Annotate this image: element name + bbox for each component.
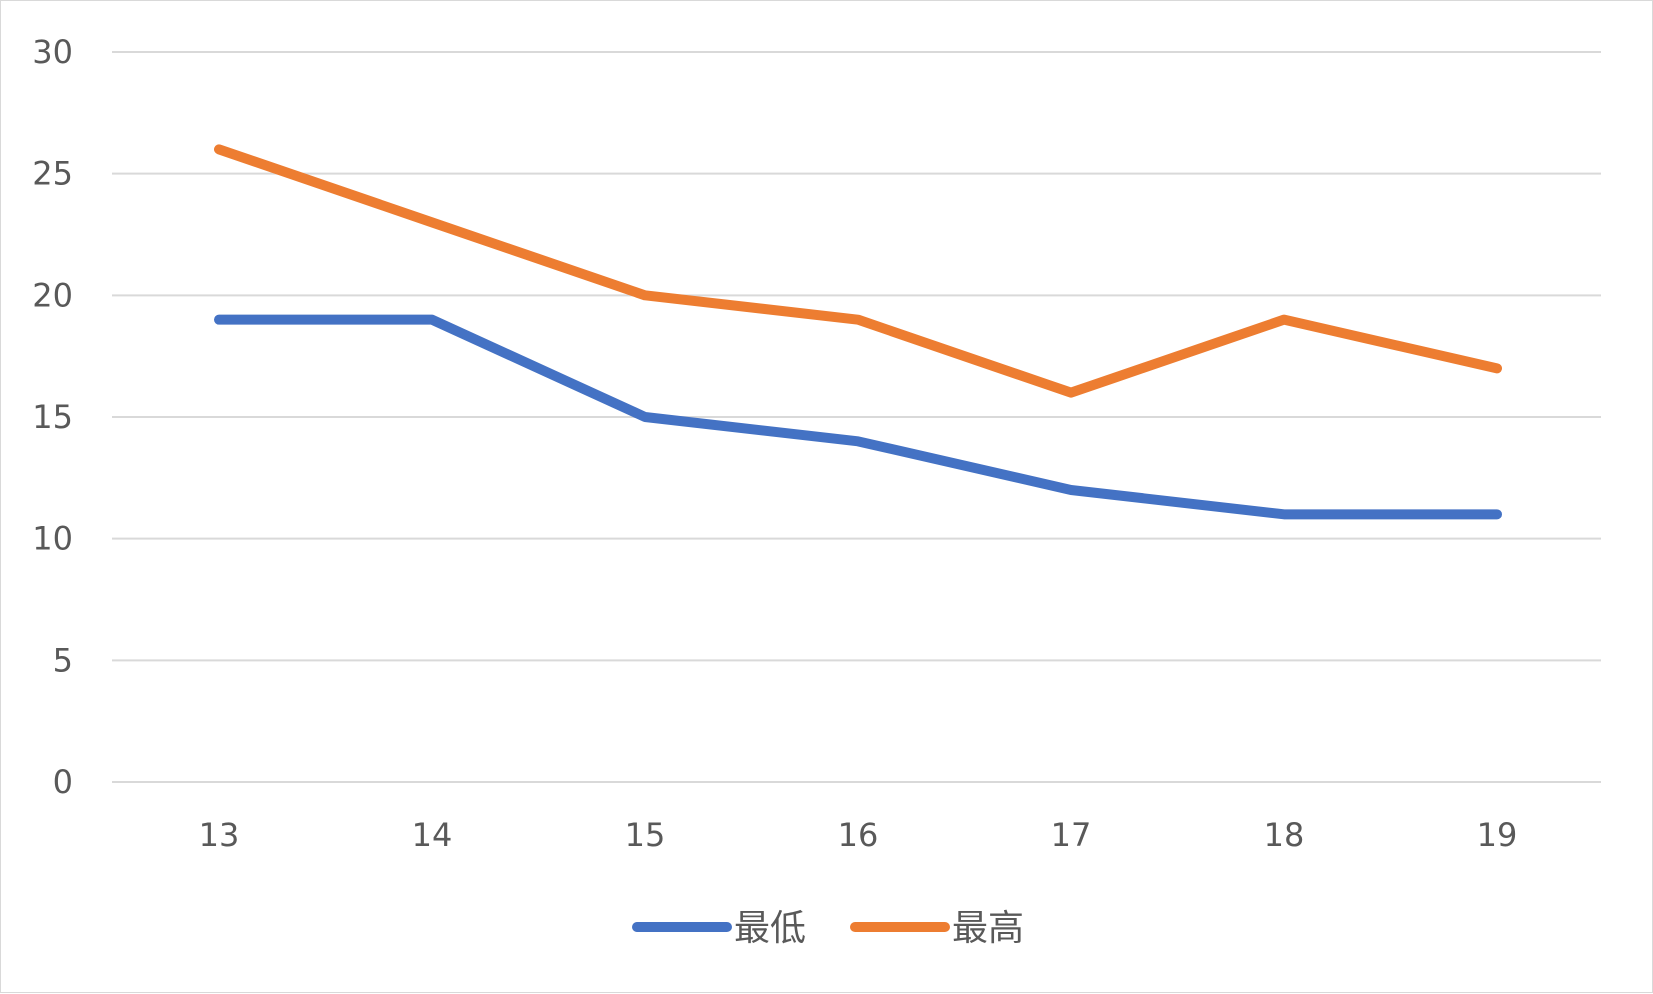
legend-label-0: 最低 bbox=[734, 908, 806, 949]
y-tick-label: 5 bbox=[53, 641, 73, 679]
y-tick-label: 0 bbox=[53, 763, 73, 801]
legend: 最低 最高 bbox=[632, 908, 1024, 949]
y-tick-label: 10 bbox=[32, 520, 73, 558]
x-tick-label: 16 bbox=[838, 816, 879, 854]
y-axis-ticks: 0 5 10 15 20 25 30 bbox=[32, 33, 73, 801]
y-tick-label: 30 bbox=[32, 33, 73, 71]
x-tick-label: 18 bbox=[1264, 816, 1305, 854]
series-line-0 bbox=[214, 314, 1502, 520]
y-tick-label: 20 bbox=[32, 276, 73, 314]
y-tick-label: 25 bbox=[32, 155, 73, 193]
x-axis-ticks: 13 14 15 16 17 18 19 bbox=[199, 816, 1518, 854]
legend-label-1: 最高 bbox=[952, 908, 1024, 949]
x-tick-label: 17 bbox=[1051, 816, 1092, 854]
x-tick-label: 19 bbox=[1477, 816, 1518, 854]
x-tick-label: 15 bbox=[625, 816, 666, 854]
series-line-1 bbox=[214, 144, 1502, 398]
y-tick-label: 15 bbox=[32, 398, 73, 436]
x-tick-label: 14 bbox=[412, 816, 453, 854]
gridlines bbox=[112, 51, 1601, 783]
series-lines bbox=[214, 144, 1502, 520]
x-tick-label: 13 bbox=[199, 816, 240, 854]
